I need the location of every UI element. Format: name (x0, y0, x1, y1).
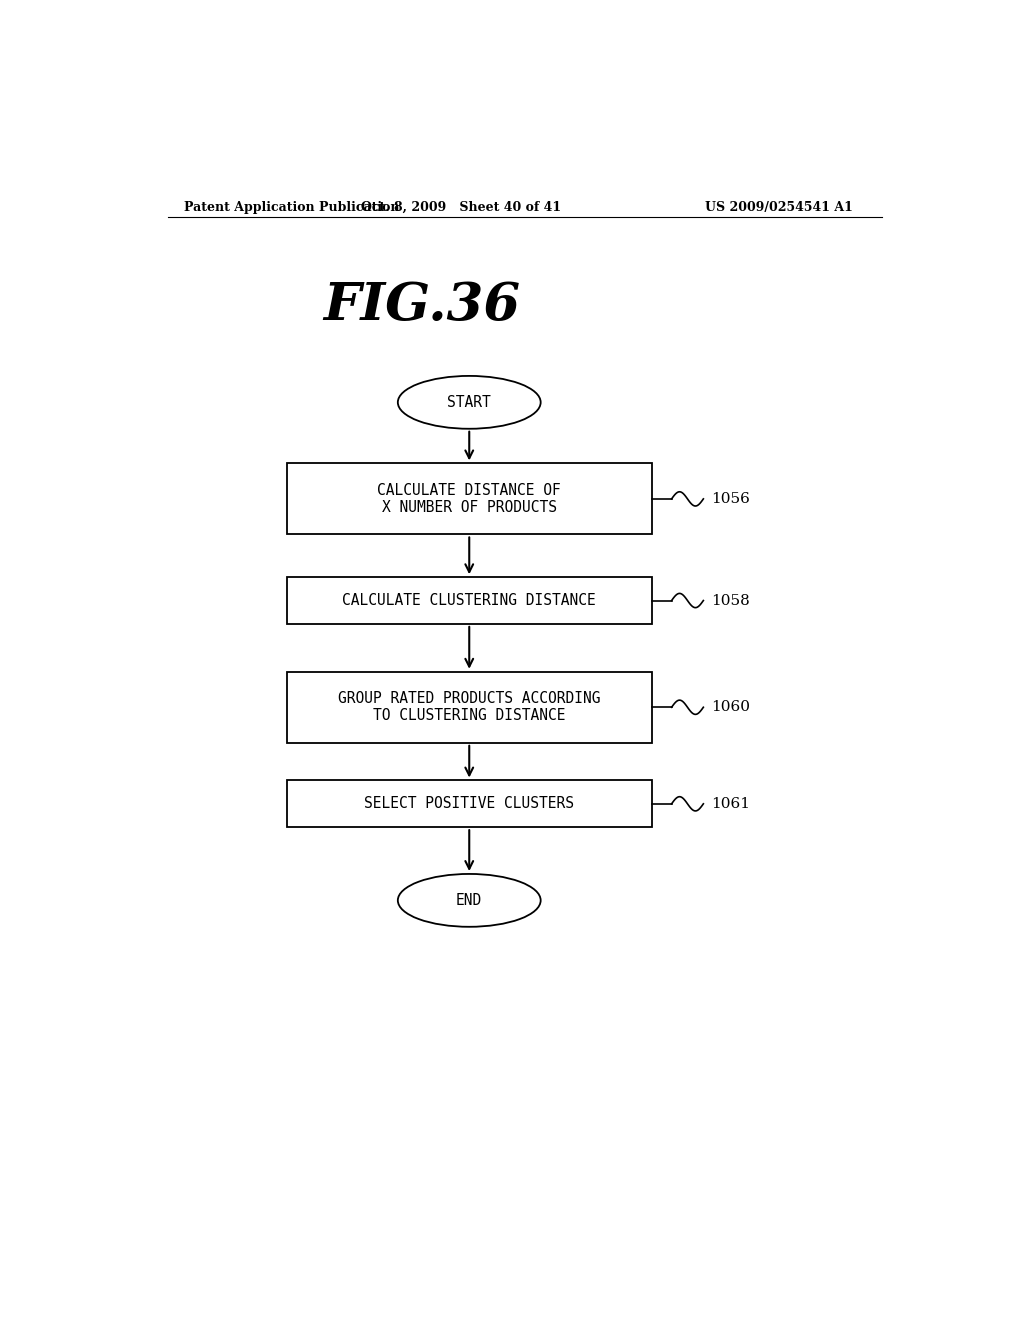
Text: 1058: 1058 (712, 594, 750, 607)
Text: SELECT POSITIVE CLUSTERS: SELECT POSITIVE CLUSTERS (365, 796, 574, 812)
FancyBboxPatch shape (287, 780, 652, 828)
Text: END: END (456, 892, 482, 908)
Text: 1060: 1060 (712, 700, 751, 714)
Text: CALCULATE CLUSTERING DISTANCE: CALCULATE CLUSTERING DISTANCE (342, 593, 596, 609)
Text: 1056: 1056 (712, 492, 751, 506)
Text: FIG.36: FIG.36 (323, 280, 520, 331)
Text: 1061: 1061 (712, 797, 751, 810)
Text: START: START (447, 395, 492, 409)
FancyBboxPatch shape (287, 577, 652, 624)
FancyBboxPatch shape (287, 672, 652, 743)
FancyBboxPatch shape (287, 463, 652, 535)
Text: CALCULATE DISTANCE OF
X NUMBER OF PRODUCTS: CALCULATE DISTANCE OF X NUMBER OF PRODUC… (378, 483, 561, 515)
Ellipse shape (397, 376, 541, 429)
Text: Oct. 8, 2009   Sheet 40 of 41: Oct. 8, 2009 Sheet 40 of 41 (361, 201, 561, 214)
Text: GROUP RATED PRODUCTS ACCORDING
TO CLUSTERING DISTANCE: GROUP RATED PRODUCTS ACCORDING TO CLUSTE… (338, 692, 600, 723)
Ellipse shape (397, 874, 541, 927)
Text: Patent Application Publication: Patent Application Publication (183, 201, 399, 214)
Text: US 2009/0254541 A1: US 2009/0254541 A1 (705, 201, 853, 214)
